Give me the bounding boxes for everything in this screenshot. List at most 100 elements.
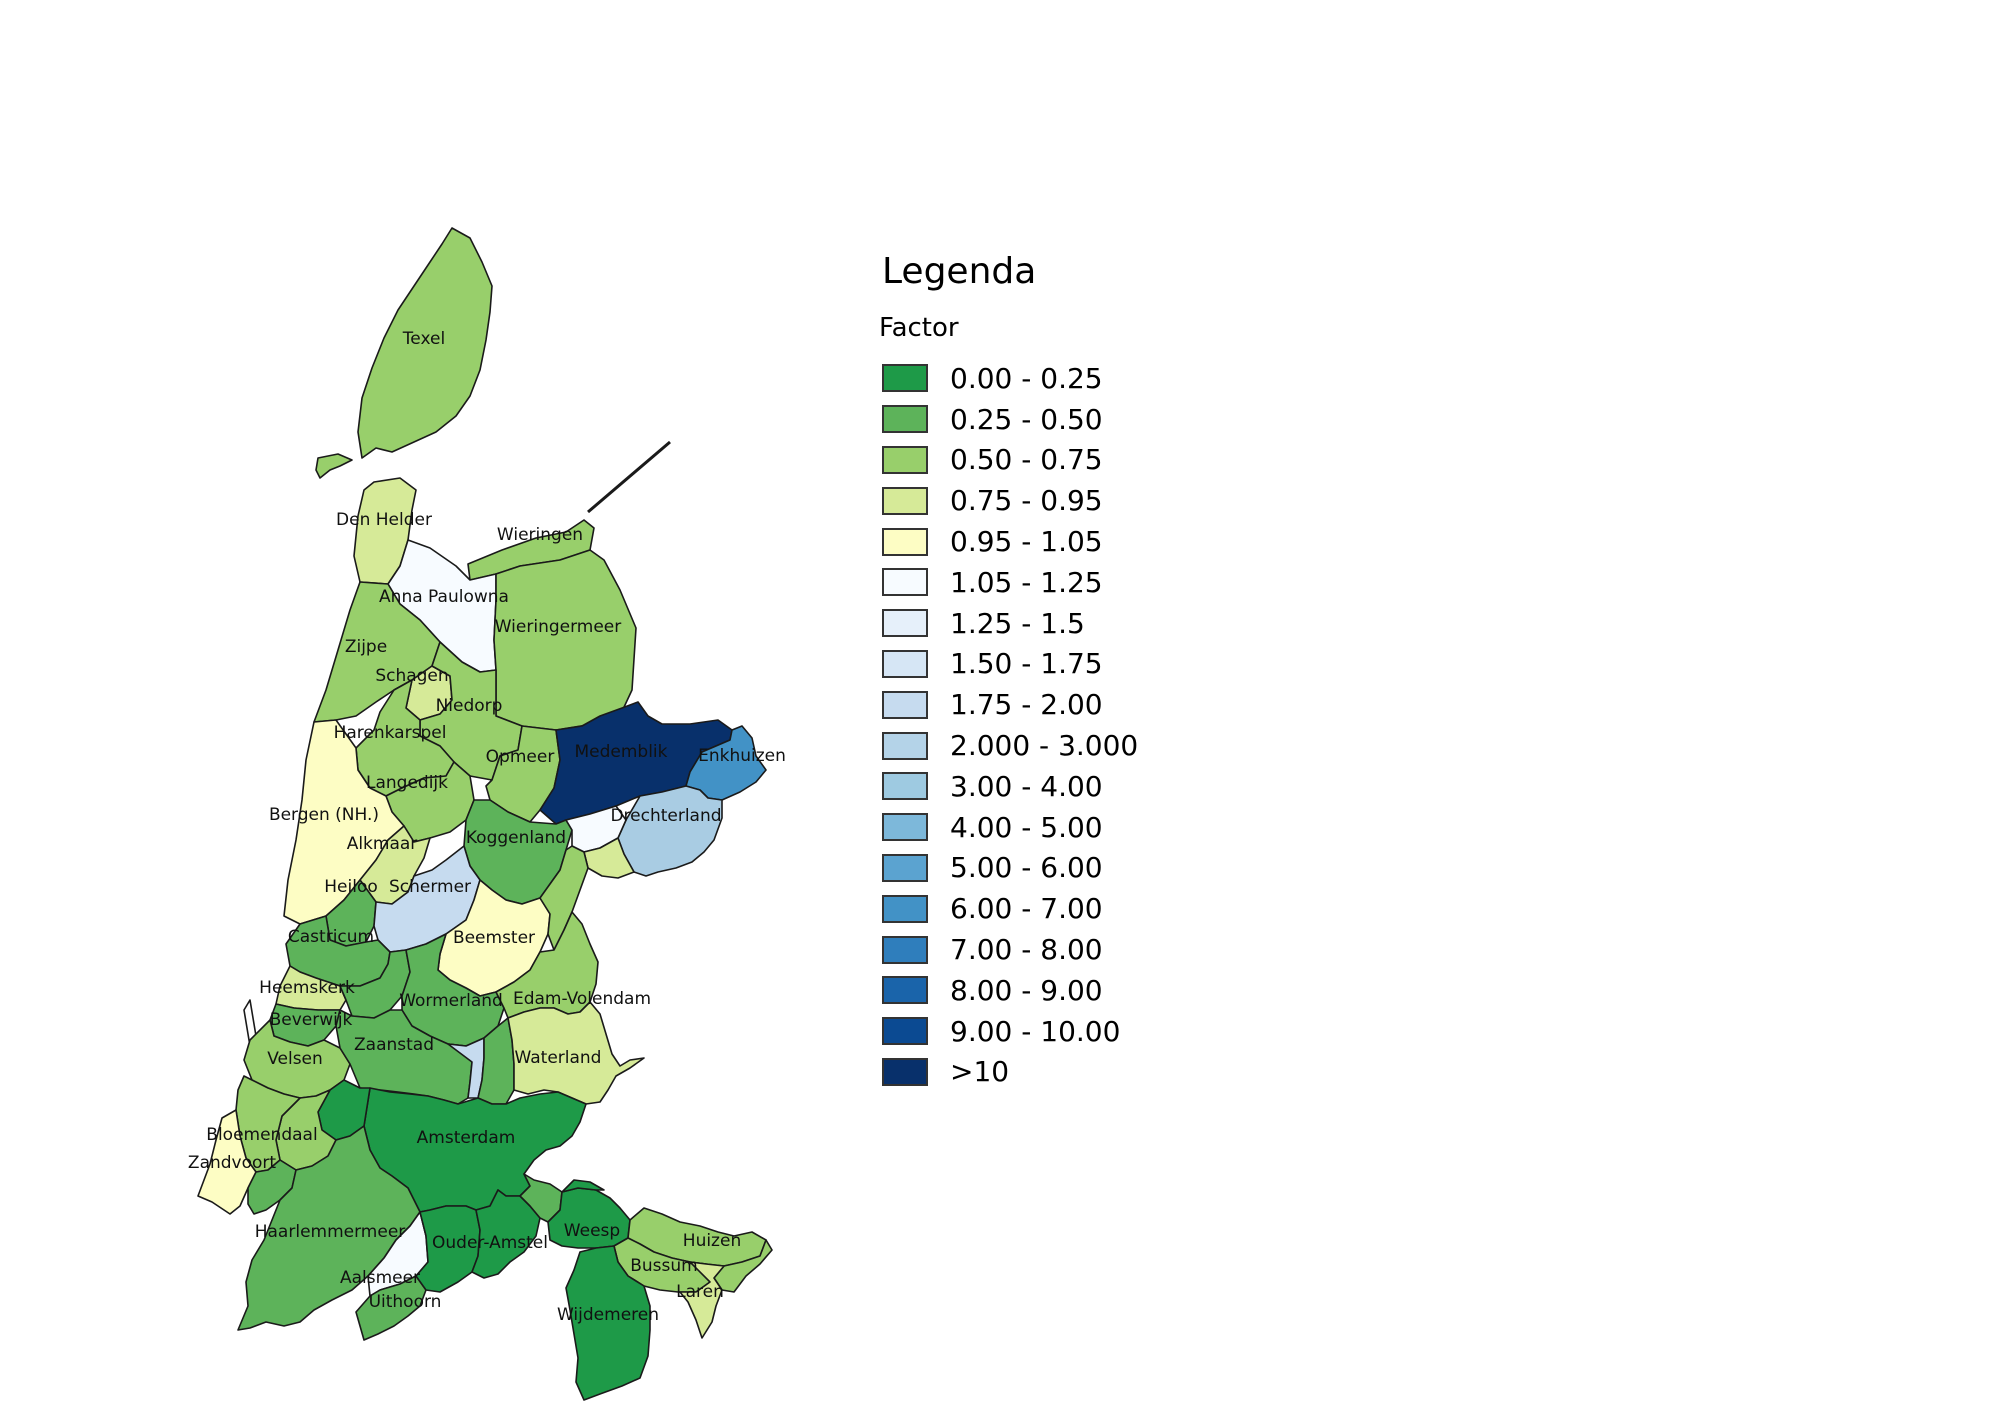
legend-swatch <box>882 813 928 842</box>
legend-swatch <box>882 935 928 964</box>
legend-label: >10 <box>950 1055 1010 1089</box>
legend-item: 0.25 - 0.50 <box>882 399 1282 440</box>
legend-label: 0.00 - 0.25 <box>950 361 1103 395</box>
label-velsen: Velsen <box>267 1049 323 1069</box>
legend-item: 3.00 - 4.00 <box>882 766 1282 807</box>
label-wieringermeer: Wieringermeer <box>495 617 622 637</box>
label-zandvoort: Zandvoort <box>188 1153 276 1173</box>
legend-label: 5.00 - 6.00 <box>950 851 1103 885</box>
legend-label: 1.25 - 1.5 <box>950 606 1085 640</box>
legend-swatch <box>882 609 928 638</box>
legend-swatch <box>882 690 928 719</box>
legend-label: 0.50 - 0.75 <box>950 443 1103 477</box>
legend-label: 1.05 - 1.25 <box>950 565 1103 599</box>
afsluitdijk-line <box>587 440 671 514</box>
region-uithoorn <box>355 1275 427 1341</box>
label-beverwijk: Beverwijk <box>270 1010 353 1030</box>
legend-item: 1.05 - 1.25 <box>882 562 1282 603</box>
legend-item: 0.50 - 0.75 <box>882 440 1282 481</box>
islet-shape <box>315 453 353 479</box>
legend-label: 6.00 - 7.00 <box>950 892 1103 926</box>
label-alkmaar: Alkmaar <box>347 834 418 854</box>
label-bergen-nh: Bergen (NH.) <box>269 805 379 825</box>
legend-swatch <box>882 445 928 474</box>
legend-subtitle: Factor <box>879 313 959 343</box>
legend-swatch <box>882 405 928 434</box>
legend-label: 1.50 - 1.75 <box>950 647 1103 681</box>
label-bloemendaal: Bloemendaal <box>206 1125 317 1145</box>
label-texel: Texel <box>402 329 445 349</box>
label-zijpe: Zijpe <box>345 637 387 657</box>
region-east-beemster <box>539 845 589 951</box>
legend-swatch <box>882 486 928 515</box>
label-wieringen: Wieringen <box>497 525 583 545</box>
label-harenkarspel: Harenkarspel <box>334 723 447 743</box>
legend-title: Legenda <box>882 251 1037 292</box>
region-zandvoort <box>197 1109 257 1215</box>
label-castricum: Castricum <box>288 927 374 947</box>
label-medemblik: Medemblik <box>574 742 667 762</box>
label-edam-volendam: Edam-Volendam <box>513 989 651 1009</box>
legend-label: 1.75 - 2.00 <box>950 688 1103 722</box>
legend-item: 7.00 - 8.00 <box>882 929 1282 970</box>
label-bussum: Bussum <box>630 1256 698 1276</box>
region-texel <box>357 227 493 459</box>
legend-swatch <box>882 853 928 882</box>
regions-layer <box>197 227 773 1401</box>
legend-swatch <box>882 731 928 760</box>
legend-item: 1.50 - 1.75 <box>882 644 1282 685</box>
label-zaanstad: Zaanstad <box>354 1035 434 1055</box>
label-schagen: Schagen <box>375 666 448 686</box>
legend-swatch <box>882 772 928 801</box>
label-wormerland: Wormerland <box>399 991 503 1011</box>
legend-item: 0.00 - 0.25 <box>882 358 1282 399</box>
region-muiden <box>561 1179 605 1193</box>
label-uithoorn: Uithoorn <box>369 1292 442 1312</box>
region-waterland <box>507 1001 645 1105</box>
legend-swatch <box>882 1057 928 1086</box>
label-drechterland: Drechterland <box>610 806 721 826</box>
label-haarlemmermeer: Haarlemmermeer <box>255 1222 406 1242</box>
label-den-helder: Den Helder <box>336 510 432 530</box>
legend-list: 0.00 - 0.25 0.25 - 0.50 0.50 - 0.75 0.75 - … <box>882 358 1282 1092</box>
label-niedorp: Niedorp <box>436 696 503 716</box>
label-anna-paulowna: Anna Paulowna <box>379 587 509 607</box>
legend-item: 2.000 - 3.000 <box>882 725 1282 766</box>
label-wijdemeren: Wijdemeren <box>557 1305 659 1325</box>
label-huizen: Huizen <box>683 1231 741 1251</box>
legend-swatch <box>882 976 928 1005</box>
label-laren: Laren <box>676 1282 724 1302</box>
legend-item: 9.00 - 10.00 <box>882 1011 1282 1052</box>
labels-layer: Texel Den Helder Wieringen Anna Paulowna… <box>188 329 786 1325</box>
legend-label: 7.00 - 8.00 <box>950 933 1103 967</box>
legend-swatch <box>882 649 928 678</box>
legend-item: 1.75 - 2.00 <box>882 684 1282 725</box>
region-wijdemeren <box>565 1245 651 1401</box>
legend-label: 0.25 - 0.50 <box>950 402 1103 436</box>
legend-label: 9.00 - 10.00 <box>950 1014 1121 1048</box>
legend-item: 8.00 - 9.00 <box>882 970 1282 1011</box>
region-ouder-amstel <box>471 1189 541 1279</box>
legend: Legenda Factor 0.00 - 0.25 0.25 - 0.50 0.5… <box>879 250 1282 1092</box>
region-wieringermeer <box>493 549 637 731</box>
legend-item: 4.00 - 5.00 <box>882 807 1282 848</box>
label-schermer: Schermer <box>389 877 471 897</box>
label-enkhuizen: Enkhuizen <box>698 746 786 766</box>
label-koggenland: Koggenland <box>466 828 566 848</box>
label-heemskerk: Heemskerk <box>259 978 355 998</box>
legend-label: 2.000 - 3.000 <box>950 729 1139 763</box>
label-amsterdam: Amsterdam <box>417 1128 516 1148</box>
label-beemster: Beemster <box>453 928 535 948</box>
label-waterland: Waterland <box>515 1048 602 1068</box>
region-hoorn <box>583 837 635 879</box>
legend-swatch <box>882 894 928 923</box>
label-weesp: Weesp <box>564 1221 620 1241</box>
legend-item: 5.00 - 6.00 <box>882 848 1282 889</box>
label-aalsmeer: Aalsmeer <box>340 1268 420 1288</box>
label-opmeer: Opmeer <box>486 747 555 767</box>
legend-label: 4.00 - 5.00 <box>950 810 1103 844</box>
region-landsmeer <box>477 1017 515 1105</box>
label-heiloo: Heiloo <box>324 877 378 897</box>
legend-item: >10 <box>882 1052 1282 1093</box>
